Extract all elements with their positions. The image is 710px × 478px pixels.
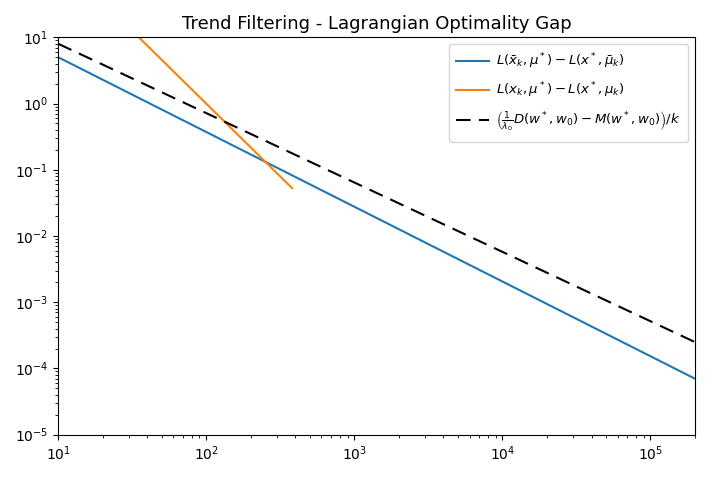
Line: $\left(\frac{1}{\lambda_0}D(w^*, w_0) - M(w^*, w_0)\right)/k$: $\left(\frac{1}{\lambda_0}D(w^*, w_0) - … xyxy=(58,44,695,342)
$L(\bar{x}_k, \mu^*) - L(x^*, \bar{\mu}_k)$ xyxy=(346,202,355,208)
$\left(\frac{1}{\lambda_0}D(w^*, w_0) - M(w^*, w_0)\right)/k$ xyxy=(364,186,372,192)
$L(x_k, \mu^*) - L(x^*, \mu_k)$ xyxy=(281,178,290,184)
$L(\bar{x}_k, \mu^*) - L(x^*, \bar{\mu}_k)$ xyxy=(672,367,681,372)
$L(\bar{x}_k, \mu^*) - L(x^*, \bar{\mu}_k)$ xyxy=(364,211,372,217)
Title: Trend Filtering - Lagrangian Optimality Gap: Trend Filtering - Lagrangian Optimality … xyxy=(182,15,572,33)
$\left(\frac{1}{\lambda_0}D(w^*, w_0) - M(w^*, w_0)\right)/k$ xyxy=(672,330,680,336)
$\left(\frac{1}{\lambda_0}D(w^*, w_0) - M(w^*, w_0)\right)/k$ xyxy=(54,41,62,47)
$L(\bar{x}_k, \mu^*) - L(x^*, \bar{\mu}_k)$ xyxy=(691,376,699,381)
$L(\bar{x}_k, \mu^*) - L(x^*, \bar{\mu}_k)$ xyxy=(555,307,564,313)
$L(x_k, \mu^*) - L(x^*, \mu_k)$ xyxy=(161,61,170,67)
$\left(\frac{1}{\lambda_0}D(w^*, w_0) - M(w^*, w_0)\right)/k$ xyxy=(691,339,699,345)
$L(\bar{x}_k, \mu^*) - L(x^*, \bar{\mu}_k)$ xyxy=(672,366,680,372)
$\left(\frac{1}{\lambda_0}D(w^*, w_0) - M(w^*, w_0)\right)/k$ xyxy=(555,276,564,282)
Line: $L(\bar{x}_k, \mu^*) - L(x^*, \bar{\mu}_k)$: $L(\bar{x}_k, \mu^*) - L(x^*, \bar{\mu}_… xyxy=(58,57,695,379)
$L(x_k, \mu^*) - L(x^*, \mu_k)$ xyxy=(281,179,290,185)
$L(\bar{x}_k, \mu^*) - L(x^*, \bar{\mu}_k)$ xyxy=(87,71,95,76)
$L(x_k, \mu^*) - L(x^*, \mu_k)$ xyxy=(288,185,296,191)
Legend: $L(\bar{x}_k, \mu^*) - L(x^*, \bar{\mu}_k)$, $L(x_k, \mu^*) - L(x^*, \mu_k)$, $\: $L(\bar{x}_k, \mu^*) - L(x^*, \bar{\mu}_… xyxy=(449,44,689,141)
$\left(\frac{1}{\lambda_0}D(w^*, w_0) - M(w^*, w_0)\right)/k$ xyxy=(346,178,355,184)
$\left(\frac{1}{\lambda_0}D(w^*, w_0) - M(w^*, w_0)\right)/k$ xyxy=(87,56,95,62)
$L(x_k, \mu^*) - L(x^*, \mu_k)$ xyxy=(238,136,246,142)
Line: $L(x_k, \mu^*) - L(x^*, \mu_k)$: $L(x_k, \mu^*) - L(x^*, \mu_k)$ xyxy=(58,0,292,188)
$\left(\frac{1}{\lambda_0}D(w^*, w_0) - M(w^*, w_0)\right)/k$ xyxy=(672,331,681,337)
$L(x_k, \mu^*) - L(x^*, \mu_k)$ xyxy=(168,67,176,73)
$L(\bar{x}_k, \mu^*) - L(x^*, \bar{\mu}_k)$ xyxy=(54,54,62,60)
